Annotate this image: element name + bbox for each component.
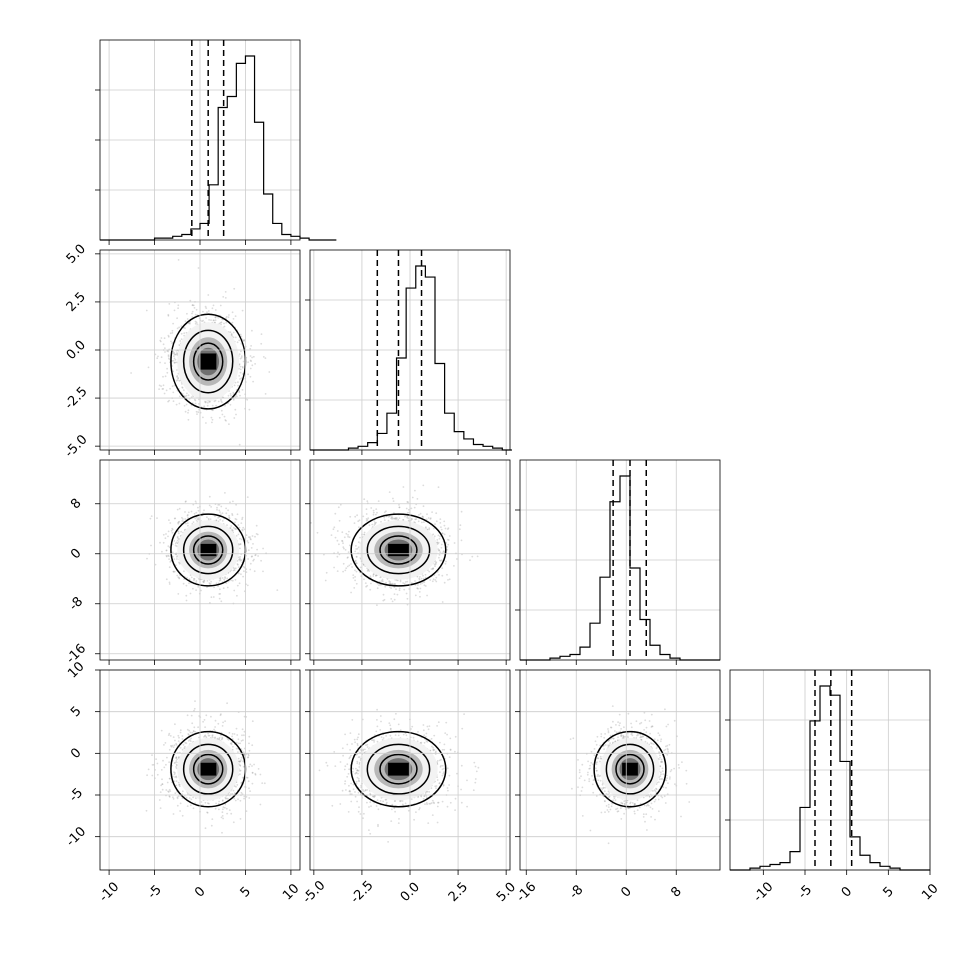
scatter-s32-frame — [309, 459, 511, 661]
histogram-step — [520, 475, 720, 661]
scatter-s41 — [145, 700, 266, 834]
x-tick-label: 5 — [238, 884, 254, 900]
x-tick-label: -2.5 — [348, 878, 377, 907]
contour — [593, 730, 667, 808]
y-tick-label: -10 — [64, 824, 90, 850]
x-tick-label: 0 — [839, 884, 855, 900]
contour — [182, 329, 234, 394]
y-tick-label: 5 — [68, 704, 84, 720]
contour — [366, 743, 431, 795]
hist-p2-frame — [309, 249, 511, 451]
contour — [192, 535, 224, 565]
contour — [350, 513, 447, 587]
scatter-s21 — [130, 259, 271, 446]
x-tick-label: -5.0 — [300, 878, 329, 907]
scatter-s31 — [146, 492, 279, 605]
y-tick-label: 0 — [68, 546, 84, 562]
y-tick-label: 8 — [68, 496, 84, 512]
scatter-s43 — [569, 705, 691, 845]
x-tick-label: -8 — [567, 882, 587, 902]
y-tick-label: 0 — [68, 745, 84, 761]
contour — [182, 525, 234, 575]
hist-p1-frame — [99, 39, 301, 241]
y-tick-label: 0.0 — [64, 338, 89, 363]
x-tick-label: 5 — [880, 884, 896, 900]
histogram-step — [730, 685, 930, 871]
contour — [192, 342, 224, 381]
x-tick-label: 0 — [192, 884, 208, 900]
x-tick-label: 8 — [668, 884, 684, 900]
contour — [366, 525, 431, 575]
y-tick-label: -2.5 — [62, 384, 91, 413]
y-tick-label: -8 — [66, 594, 86, 614]
x-tick-label: -10 — [751, 880, 777, 906]
contour — [182, 743, 234, 795]
x-tick-label: 10 — [280, 881, 302, 903]
x-tick-label: 0 — [618, 884, 634, 900]
scatter-s32 — [310, 484, 479, 606]
x-tick-label: -5 — [145, 882, 165, 902]
scatter-s42 — [318, 708, 480, 843]
x-tick-label: -16 — [514, 880, 540, 906]
contour — [605, 743, 655, 795]
contour — [192, 753, 224, 785]
y-tick-label: -5.0 — [62, 432, 91, 461]
contour — [379, 535, 418, 565]
scatter-s43-frame — [519, 669, 721, 871]
x-tick-label: 2.5 — [446, 880, 471, 905]
scatter-s31-frame — [99, 459, 301, 661]
contour — [379, 753, 418, 785]
scatter-s21-frame — [99, 249, 301, 451]
histogram-step — [310, 265, 512, 451]
scatter-s41-frame — [99, 669, 301, 871]
x-tick-label: -10 — [97, 880, 123, 906]
hist-p3-frame — [519, 459, 721, 661]
y-tick-label: -5 — [66, 785, 86, 805]
x-tick-label: -5 — [795, 882, 815, 902]
x-tick-label: 10 — [919, 881, 941, 903]
histogram-step — [100, 55, 337, 241]
scatter-s42-frame — [309, 669, 511, 871]
contour — [350, 730, 447, 808]
hist-p4-frame — [729, 669, 931, 871]
y-tick-label: 5.0 — [64, 242, 89, 267]
y-tick-label: 2.5 — [64, 290, 89, 315]
contour — [615, 753, 645, 785]
x-tick-label: 0.0 — [398, 880, 423, 905]
